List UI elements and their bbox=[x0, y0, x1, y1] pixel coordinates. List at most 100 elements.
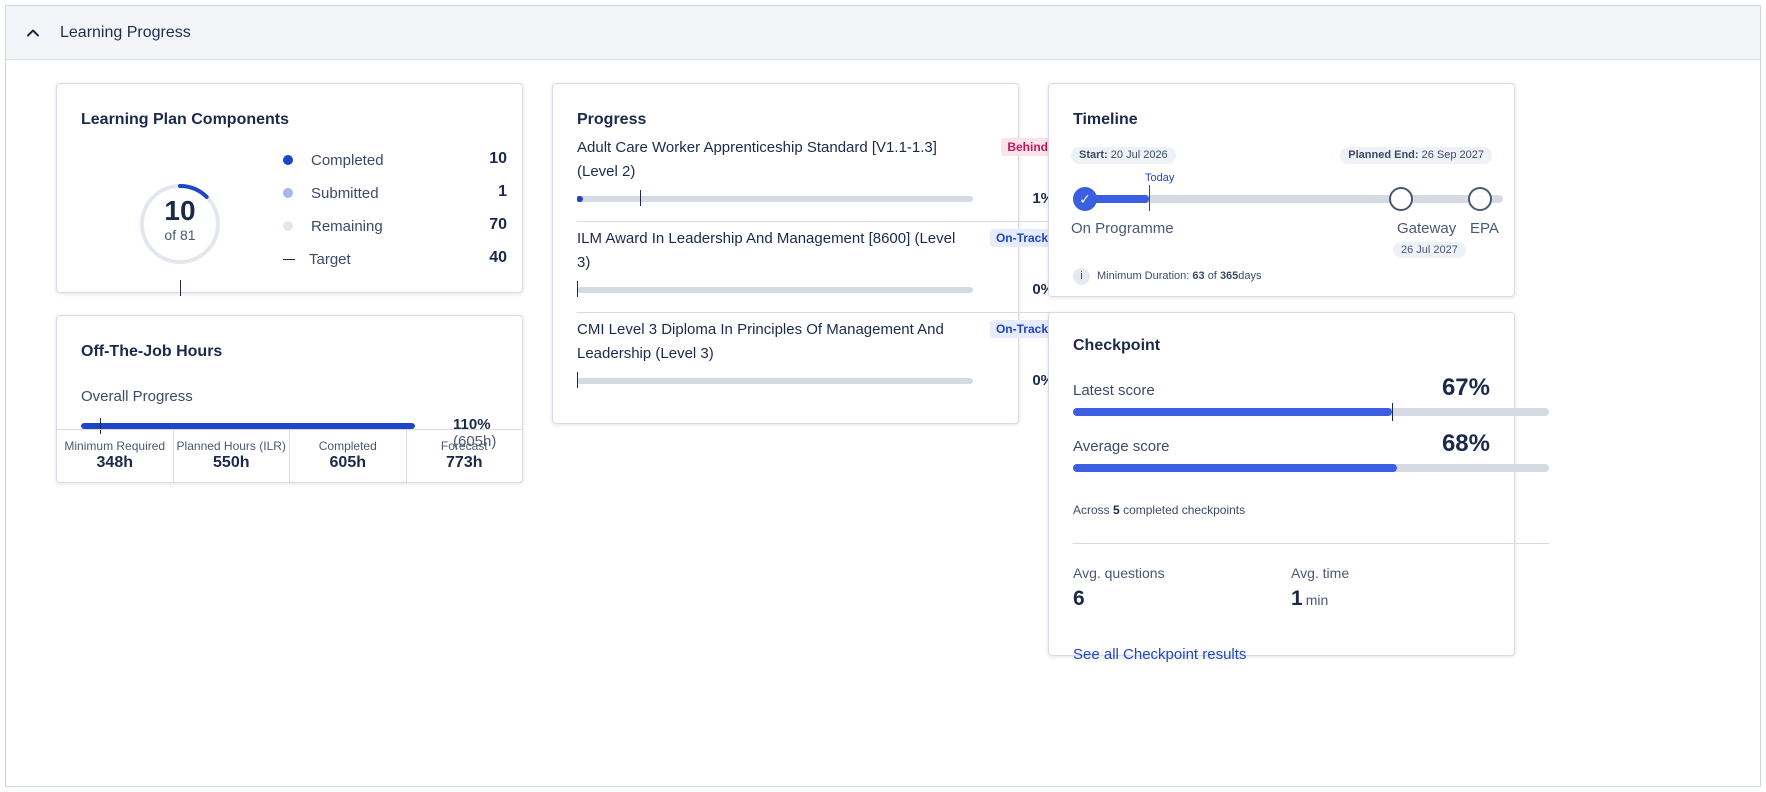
qualification-name[interactable]: CMI Level 3 Diploma In Principles Of Man… bbox=[577, 321, 944, 362]
latest-score-value: 67% bbox=[1441, 374, 1490, 401]
stat-label: Completed bbox=[318, 439, 377, 453]
status-badge: On-Track bbox=[989, 320, 1054, 338]
submitted-dot-icon bbox=[283, 188, 293, 198]
legend-value: 70 bbox=[489, 216, 507, 233]
stat-value: 773h bbox=[446, 454, 483, 471]
card-title: Checkpoint bbox=[1073, 337, 1161, 354]
avg-time-unit: min bbox=[1305, 592, 1329, 608]
stat-value: 605h bbox=[329, 454, 366, 471]
stat-planned-hours: Planned Hours (ILR) 550h bbox=[174, 430, 290, 482]
progress-target-marker bbox=[577, 281, 578, 297]
status-badge: Behind bbox=[1001, 138, 1054, 156]
learning-progress-section: Learning Progress Learning Plan Componen… bbox=[5, 5, 1761, 787]
milestone-label-epa: EPA bbox=[1470, 220, 1499, 237]
legend-label: Target bbox=[309, 251, 351, 268]
across-count: 5 bbox=[1113, 503, 1120, 517]
stat-completed: Completed 605h bbox=[290, 430, 407, 482]
min-duration-label: Minimum Duration: bbox=[1097, 270, 1190, 282]
end-label: Planned End: bbox=[1348, 149, 1419, 161]
remaining-dot-icon bbox=[283, 221, 293, 231]
target-line-icon bbox=[283, 259, 295, 260]
legend-label: Remaining bbox=[311, 218, 383, 235]
stat-minimum-required: Minimum Required 348h bbox=[57, 430, 174, 482]
latest-score-fill bbox=[1073, 408, 1392, 416]
min-duration-value: 63 bbox=[1192, 270, 1205, 282]
latest-score-marker bbox=[1391, 403, 1393, 421]
timeline-elapsed-fill bbox=[1091, 195, 1149, 203]
minimum-duration: Minimum Duration: 63 of 365days bbox=[1097, 270, 1262, 282]
start-date: 20 Jul 2026 bbox=[1110, 149, 1168, 161]
progress-bar-fill bbox=[577, 196, 581, 202]
stat-label: Planned Hours (ILR) bbox=[176, 439, 286, 453]
card-title: Off-The-Job Hours bbox=[81, 343, 223, 360]
average-score-label: Average score bbox=[1073, 438, 1170, 455]
end-date-pill: Planned End: 26 Sep 2027 bbox=[1340, 147, 1492, 164]
start-label: Start: bbox=[1079, 149, 1108, 161]
progress-bar bbox=[577, 281, 973, 297]
gateway-milestone-icon[interactable] bbox=[1389, 187, 1413, 211]
qualification-name[interactable]: ILM Award In Leadership And Management [… bbox=[577, 230, 956, 271]
progress-bar bbox=[577, 372, 973, 388]
legend-value: 40 bbox=[489, 249, 507, 266]
epa-milestone-icon[interactable] bbox=[1468, 187, 1492, 211]
section-title: Learning Progress bbox=[60, 24, 191, 41]
today-marker bbox=[1149, 185, 1150, 211]
avg-time-value: 1 bbox=[1291, 587, 1303, 610]
legend-target: Target 40 bbox=[283, 248, 533, 272]
divider bbox=[1073, 543, 1549, 544]
milestone-label-on-programme: On Programme bbox=[1071, 220, 1174, 237]
on-programme-check-icon[interactable]: ✓ bbox=[1073, 187, 1097, 211]
otj-stats: Minimum Required 348h Planned Hours (ILR… bbox=[57, 429, 522, 482]
start-date-pill: Start: 20 Jul 2026 bbox=[1071, 147, 1176, 164]
timeline-card: Timeline Start: 20 Jul 2026 Planned End:… bbox=[1048, 83, 1515, 297]
otj-hours-value: (605h) bbox=[453, 433, 497, 450]
qualification-name[interactable]: Adult Care Worker Apprenticeship Standar… bbox=[577, 139, 937, 180]
milestone-label-gateway: Gateway bbox=[1397, 220, 1457, 237]
otj-progress-fill bbox=[81, 423, 415, 429]
section-header[interactable]: Learning Progress bbox=[6, 6, 1760, 60]
avg-time: 1 min bbox=[1291, 587, 1328, 611]
components-donut bbox=[140, 184, 220, 264]
card-title: Progress bbox=[577, 111, 647, 128]
legend-value: 10 bbox=[489, 150, 507, 167]
overall-progress-label: Overall Progress bbox=[81, 388, 193, 405]
total-count: of 81 bbox=[164, 227, 196, 243]
stat-value: 348h bbox=[96, 454, 133, 471]
stat-forecast: Forecast 773h bbox=[407, 430, 523, 482]
across-suffix: completed checkpoints bbox=[1123, 503, 1246, 517]
card-title: Learning Plan Components bbox=[81, 111, 290, 128]
legend-remaining: Remaining 70 bbox=[283, 215, 533, 239]
min-duration-unit: days bbox=[1238, 270, 1262, 282]
completed-count: 10 bbox=[164, 195, 196, 226]
min-duration-of: of bbox=[1207, 270, 1217, 282]
min-duration-total: 365 bbox=[1219, 270, 1239, 282]
otj-percent: 110% (605h) bbox=[453, 416, 522, 450]
info-icon[interactable]: i bbox=[1073, 268, 1090, 285]
average-score-bar bbox=[1073, 464, 1549, 472]
donut-target-marker bbox=[180, 280, 181, 296]
progress-card: Progress Adult Care Worker Apprenticeshi… bbox=[552, 83, 1054, 424]
see-all-checkpoint-results-link[interactable]: See all Checkpoint results bbox=[1073, 646, 1247, 663]
today-label: Today bbox=[1145, 172, 1175, 184]
status-badge: On-Track bbox=[989, 229, 1054, 247]
otj-target-marker bbox=[100, 418, 101, 434]
legend-completed: Completed 10 bbox=[283, 149, 533, 173]
progress-bar bbox=[577, 190, 973, 206]
stat-label: Forecast bbox=[440, 439, 488, 453]
average-score-value: 68% bbox=[1441, 430, 1490, 457]
gateway-date: 26 Jul 2027 bbox=[1393, 242, 1466, 258]
stat-label: Minimum Required bbox=[64, 439, 166, 453]
legend-label: Completed bbox=[311, 152, 384, 169]
legend-value: 1 bbox=[498, 183, 507, 200]
divider bbox=[577, 221, 1054, 222]
donut-completed-arc bbox=[140, 184, 220, 264]
end-date: 26 Sep 2027 bbox=[1421, 149, 1484, 161]
checkpoint-card: Checkpoint Latest score 67% Average scor… bbox=[1048, 312, 1549, 663]
across-prefix: Across bbox=[1073, 503, 1110, 517]
avg-questions-value: 6 bbox=[1073, 587, 1085, 610]
otj-hours-card: Off-The-Job Hours Overall Progress 110% … bbox=[56, 315, 523, 483]
timeline-track bbox=[1091, 195, 1503, 203]
chevron-up-icon[interactable] bbox=[21, 21, 45, 45]
latest-score-label: Latest score bbox=[1073, 382, 1155, 399]
learning-plan-card: Learning Plan Components 10 of 81 Comple… bbox=[56, 83, 523, 296]
